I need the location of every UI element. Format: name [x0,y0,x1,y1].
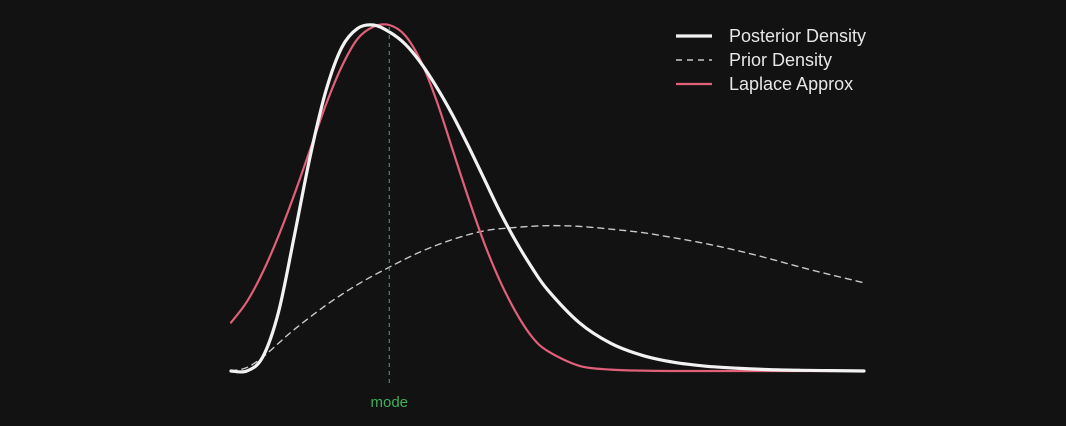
plot-area [229,23,866,374]
mode-marker: mode [370,27,408,411]
mode-label: mode [370,394,408,411]
series-line-posterior-density [229,23,866,374]
series-line-prior-density [230,224,865,372]
legend: Posterior Density Prior Density Laplace … [676,26,866,94]
legend-label-laplace: Laplace Approx [729,74,853,94]
legend-label-posterior: Posterior Density [729,26,866,46]
legend-label-prior: Prior Density [729,50,832,70]
